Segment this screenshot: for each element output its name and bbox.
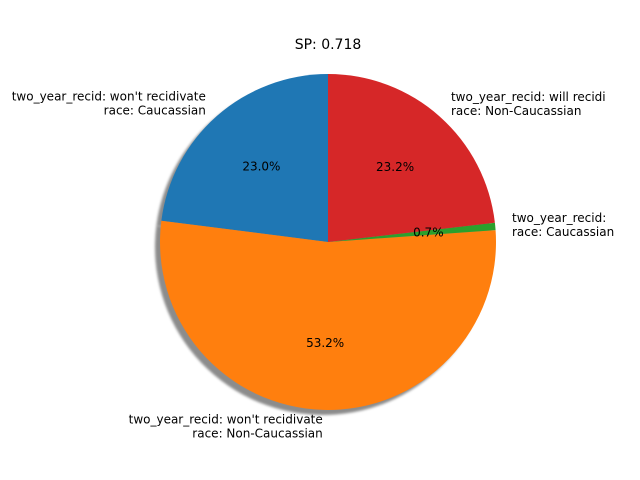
pct-label-1: 53.2% <box>306 336 344 350</box>
slice-label-3: two_year_recid: will recidi race: Non-Cau… <box>451 90 606 118</box>
slice-label-line: two_year_recid: won't recidivate <box>129 413 323 427</box>
slice-label-line: race: Caucassian <box>104 103 206 117</box>
slice-label-2: two_year_recid: race: Caucassian <box>512 211 614 239</box>
pct-label-2: 0.7% <box>413 226 444 240</box>
pie-slice-0 <box>161 74 328 242</box>
pie-slice-1 <box>160 220 496 411</box>
chart-title: SP: 0.718 <box>295 37 362 53</box>
slice-label-line: two_year_recid: <box>512 211 606 225</box>
slice-label-line: race: Caucassian <box>512 225 614 239</box>
slice-labels: two_year_recid: won't recidivate race: Ca… <box>12 89 614 440</box>
pct-labels: 23.0% 53.2% 0.7% 23.2% <box>242 159 443 349</box>
pie-slice-3 <box>328 74 495 242</box>
slice-label-line: race: Non-Caucassian <box>451 104 581 118</box>
pie-slice-2 <box>328 222 496 242</box>
pct-label-3: 23.2% <box>376 160 414 174</box>
slice-label-1: two_year_recid: won't recidivate race: No… <box>129 413 323 441</box>
pct-label-0: 23.0% <box>242 159 280 173</box>
pie-slices <box>160 74 496 411</box>
slice-label-line: two_year_recid: will recidi <box>451 90 606 104</box>
slice-label-line: two_year_recid: won't recidivate <box>12 89 206 103</box>
slice-label-0: two_year_recid: won't recidivate race: Ca… <box>12 89 206 117</box>
slice-label-line: race: Non-Caucassian <box>192 427 322 441</box>
